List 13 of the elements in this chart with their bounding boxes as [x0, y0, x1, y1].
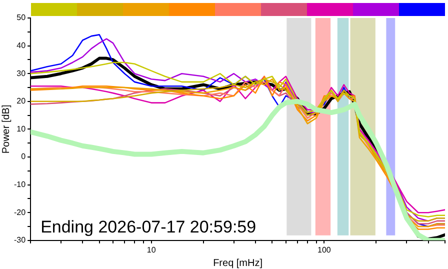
y-tick-label: -30: [14, 236, 26, 245]
annotation: Ending 2026-07-17 20:59:59: [40, 218, 256, 237]
y-tick-label: -20: [14, 208, 26, 217]
x-tick-label: 100: [318, 245, 332, 254]
y-axis-title: Power [dB]: [0, 104, 12, 154]
y-tick-label: 50: [16, 13, 26, 22]
y-tick-label: 20: [16, 96, 26, 106]
x-axis-title: Freq [mHz]: [213, 258, 263, 269]
y-tick-label: 0: [21, 152, 26, 162]
y-tick-label: -10: [14, 180, 26, 190]
y-tick-label: 10: [16, 124, 26, 134]
y-tick-label: 40: [16, 41, 26, 50]
y-tick-label: 30: [16, 68, 26, 78]
